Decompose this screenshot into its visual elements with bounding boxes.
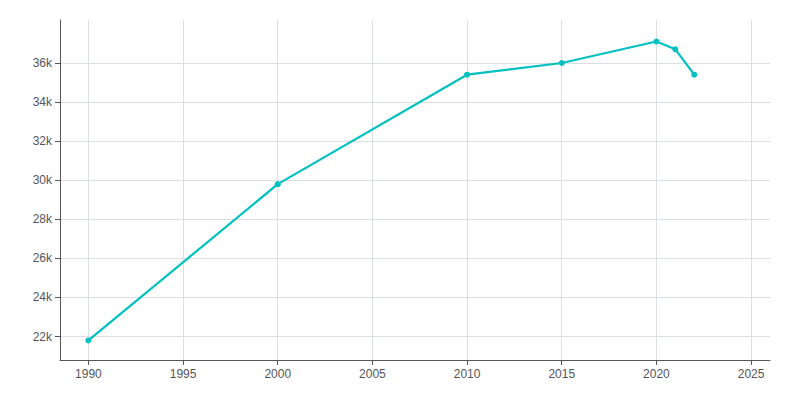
svg-text:36k: 36k (33, 56, 53, 70)
svg-text:26k: 26k (33, 251, 53, 265)
svg-text:2000: 2000 (264, 367, 291, 381)
svg-text:32k: 32k (33, 134, 53, 148)
svg-text:30k: 30k (33, 173, 53, 187)
svg-text:1995: 1995 (170, 367, 197, 381)
svg-text:2010: 2010 (454, 367, 481, 381)
svg-text:24k: 24k (33, 290, 53, 304)
svg-text:28k: 28k (33, 212, 53, 226)
svg-text:1990: 1990 (75, 367, 102, 381)
svg-text:22k: 22k (33, 330, 53, 344)
svg-text:34k: 34k (33, 95, 53, 109)
svg-text:2015: 2015 (548, 367, 575, 381)
svg-text:2020: 2020 (643, 367, 670, 381)
svg-text:2005: 2005 (359, 367, 386, 381)
svg-text:2025: 2025 (738, 367, 765, 381)
